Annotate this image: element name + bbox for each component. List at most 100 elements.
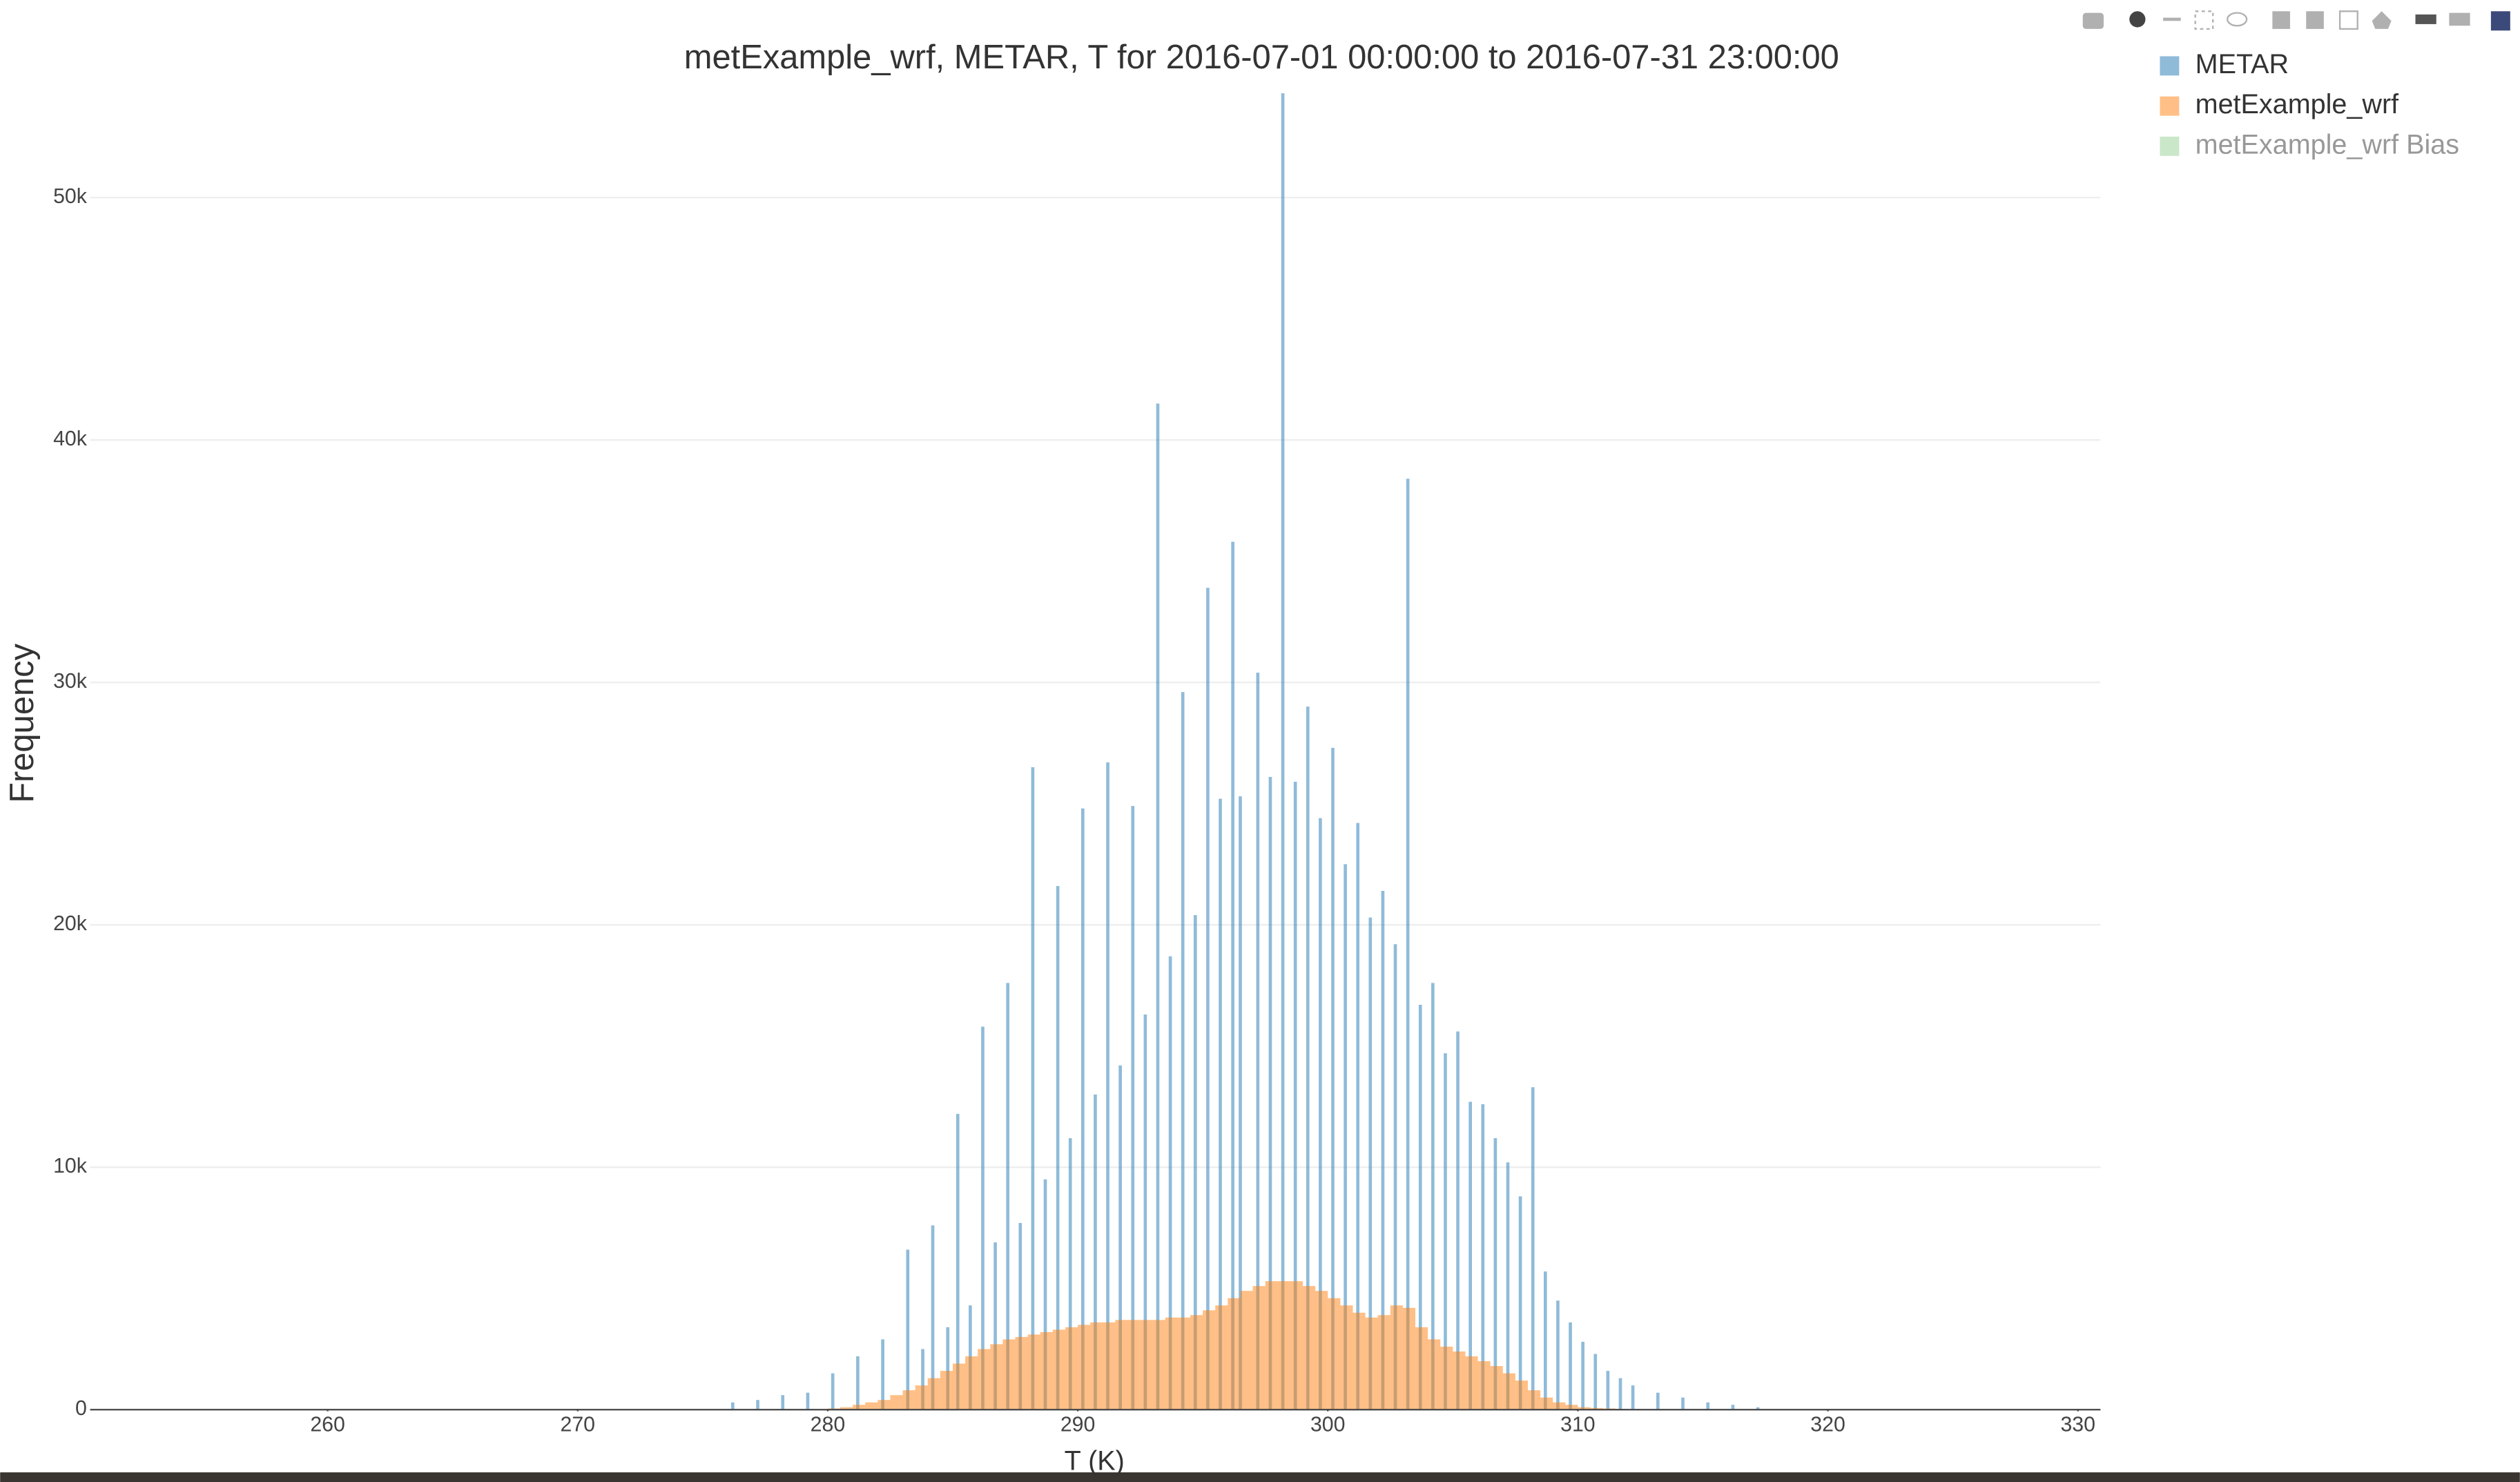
histogram-bar <box>806 1392 810 1410</box>
legend-item[interactable]: metExample_wrf Bias <box>2160 129 2459 160</box>
histogram-bar <box>1056 885 1060 1410</box>
histogram-bar <box>1265 1281 1278 1410</box>
histogram-bar <box>1090 1322 1103 1410</box>
modebar[interactable] <box>2082 10 2510 31</box>
histogram-bar <box>1328 1298 1341 1410</box>
histogram-bar <box>1152 1320 1165 1410</box>
histogram-bar <box>906 1249 910 1410</box>
histogram-bar <box>1143 1014 1147 1410</box>
histogram-bar <box>1206 588 1210 1410</box>
histogram-bar <box>1402 1307 1415 1410</box>
histogram-bar <box>1156 403 1160 1410</box>
histogram-bar <box>1606 1371 1610 1410</box>
select-icon[interactable] <box>2194 10 2214 30</box>
histogram-bar <box>1493 1138 1498 1410</box>
histogram-bar <box>1377 1315 1390 1410</box>
histogram-bar <box>946 1327 950 1410</box>
histogram-bar <box>1065 1327 1078 1410</box>
histogram-bar <box>1527 1390 1541 1410</box>
histogram-bar <box>1027 1334 1040 1410</box>
histogram-bar <box>1040 1331 1053 1410</box>
hover-icon[interactable] <box>2449 12 2470 26</box>
histogram-bar <box>1428 1339 1441 1410</box>
histogram-bar <box>1043 1179 1047 1410</box>
legend-label[interactable]: METAR <box>2196 49 2289 79</box>
histogram-bar <box>1518 1196 1522 1410</box>
histogram-bar <box>1094 1094 1097 1410</box>
home-icon[interactable] <box>2372 11 2392 29</box>
histogram-bar <box>1002 1339 1016 1410</box>
histogram-bar <box>1018 1222 1022 1410</box>
histogram-bar <box>1490 1366 1503 1410</box>
spike-icon[interactable] <box>2415 14 2436 24</box>
histogram-bar <box>1453 1351 1466 1410</box>
histogram-bar <box>931 1225 935 1410</box>
y-tick-label: 40k <box>53 427 88 450</box>
bottom-strip <box>0 1472 2520 1482</box>
histogram-bar <box>956 1113 960 1410</box>
histogram-bar <box>1565 1405 1578 1410</box>
histogram-bar <box>1331 747 1335 1410</box>
histogram-bar <box>1340 1305 1353 1410</box>
histogram-bar <box>1268 777 1272 1410</box>
logo-icon[interactable] <box>2490 11 2510 31</box>
histogram-bar <box>840 1407 853 1410</box>
histogram-bar <box>1731 1405 1735 1410</box>
histogram-bar <box>1368 917 1373 1410</box>
legend-label[interactable]: metExample_wrf <box>2196 89 2400 119</box>
histogram-bar <box>1115 1320 1128 1410</box>
zoom-icon[interactable] <box>2129 11 2146 28</box>
x-tick-label: 260 <box>310 1414 345 1436</box>
histogram-bar <box>1590 1407 1603 1410</box>
histogram-bar <box>1415 1327 1428 1410</box>
camera-icon[interactable] <box>2082 12 2104 29</box>
legend-swatch[interactable] <box>2160 96 2180 116</box>
x-tick-label: 300 <box>1310 1414 1345 1436</box>
histogram-bar <box>921 1349 924 1410</box>
legend-item[interactable]: metExample_wrf <box>2160 89 2399 119</box>
histogram-bar <box>1193 915 1197 1410</box>
autoscale-icon[interactable] <box>2338 10 2358 30</box>
legend-swatch[interactable] <box>2160 136 2180 156</box>
histogram-bar <box>1356 822 1360 1410</box>
histogram-bar <box>1553 1402 1566 1410</box>
x-tick-label: 270 <box>561 1414 595 1436</box>
histogram-bar <box>1228 1298 1241 1410</box>
histogram-bar <box>1068 1138 1072 1410</box>
histogram-bar <box>1219 798 1222 1410</box>
histogram-bar <box>1231 541 1234 1410</box>
series <box>827 1281 1628 1410</box>
histogram-bar <box>952 1363 966 1410</box>
histogram-bar <box>1319 818 1322 1410</box>
pan-icon[interactable] <box>2163 17 2181 21</box>
histogram-bar <box>1556 1300 1560 1410</box>
x-tick-label: 310 <box>1560 1414 1595 1436</box>
legend-item[interactable]: METAR <box>2160 49 2289 79</box>
legend[interactable]: METAR metExample_wrf metExample_wrf Bias <box>2160 49 2459 160</box>
histogram-bar <box>1540 1397 1553 1410</box>
histogram-bar <box>981 1026 985 1410</box>
histogram-bar <box>1444 1053 1447 1410</box>
legend-label[interactable]: metExample_wrf Bias <box>2196 129 2459 160</box>
histogram-bar <box>1215 1305 1228 1410</box>
lasso-icon[interactable] <box>2227 12 2248 27</box>
histogram-bar <box>781 1395 785 1410</box>
histogram-bar <box>1239 796 1242 1410</box>
series <box>730 93 1760 1410</box>
legend-swatch[interactable] <box>2160 56 2180 76</box>
y-tick-label: 10k <box>53 1155 88 1177</box>
zoom-in-icon[interactable] <box>2272 11 2290 29</box>
histogram-bar <box>1281 93 1285 1410</box>
axes: 0 10k 20k 30k 40k 50k 260 270 280 290 300 310 320 330 <box>53 185 2101 1436</box>
histogram-bar <box>881 1339 884 1410</box>
histogram-bar <box>853 1405 866 1410</box>
histogram-bar <box>915 1385 928 1410</box>
histogram-bar <box>965 1356 978 1410</box>
x-tick-label: 330 <box>2060 1414 2095 1436</box>
histogram-bar <box>890 1395 903 1410</box>
histogram-bar <box>1515 1380 1528 1410</box>
histogram-bar <box>1593 1354 1598 1410</box>
histogram-bar <box>1465 1356 1478 1410</box>
zoom-out-icon[interactable] <box>2306 11 2324 29</box>
